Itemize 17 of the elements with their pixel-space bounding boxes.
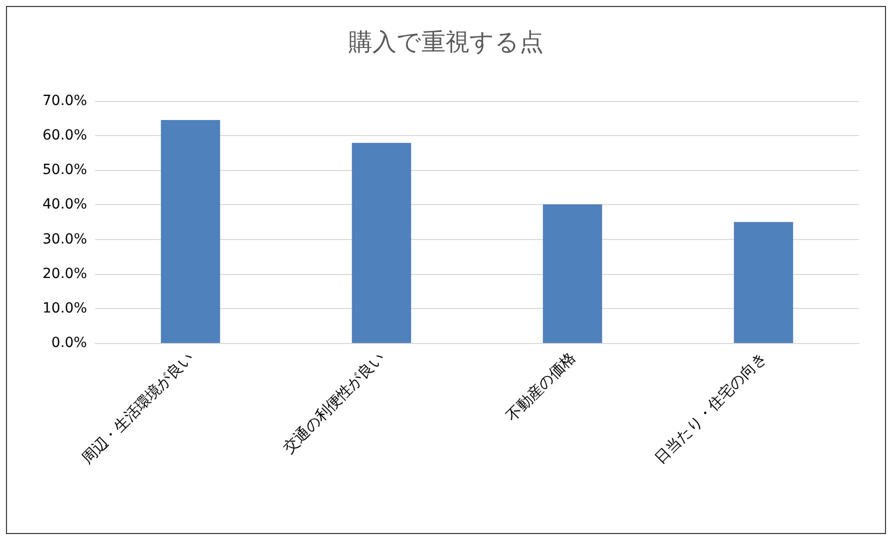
y-tick-label: 20.0% [42, 266, 87, 282]
chart-title: 購入で重視する点 [348, 28, 544, 56]
y-tick-label: 60.0% [42, 128, 87, 144]
x-tick-label: 周辺・生活環境が良い [78, 348, 197, 468]
y-tick-label: 10.0% [42, 300, 87, 316]
y-tick-label: 50.0% [42, 162, 87, 178]
bar [542, 204, 602, 343]
x-tick-label: 不動産の価格 [502, 348, 579, 426]
y-tick-label: 0.0% [51, 335, 87, 351]
x-tick-label: 交通の利便性が良い [280, 348, 388, 457]
bar [160, 120, 220, 343]
y-tick-label: 30.0% [42, 231, 87, 248]
bar [352, 142, 412, 343]
y-tick-label: 70.0% [42, 93, 87, 109]
y-tick-label: 40.0% [42, 196, 87, 213]
x-tick-label: 日当たり・住宅の向き [651, 348, 770, 468]
bar [734, 222, 794, 343]
